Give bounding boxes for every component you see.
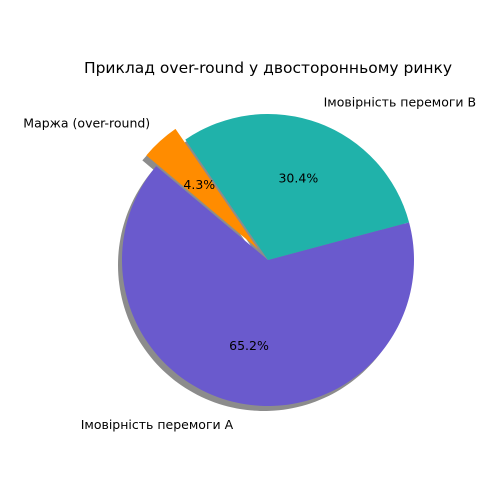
pie-slice-2 [185,114,410,260]
chart-title: Приклад over-round у двосторонньому ринк… [84,59,452,77]
pie-slice-1 [122,166,415,406]
pie-slice-percent-3: 4.3% [183,177,215,192]
pie-slice-label-3: Маржа (over-round) [23,115,150,130]
pie-slices [122,114,415,406]
pie-slice-percent-1: 65.2% [229,338,269,353]
pie-slice-percent-2: 30.4% [278,170,318,185]
pie-slice-label-2: Імовірність перемоги B [324,94,476,109]
pie-slice-3 [146,128,259,250]
pie-labels: Імовірність перемоги A 65.2% Імовірність п… [23,94,476,431]
pie-slice-label-1: Імовірність перемоги A [81,417,234,432]
